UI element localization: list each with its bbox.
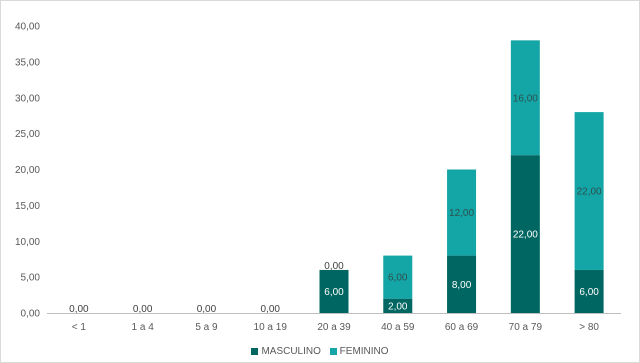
- data-label-masculino-7: 22,00: [513, 230, 538, 241]
- bar-feminino-7: [510, 40, 540, 156]
- bar-masculino-4: [319, 269, 349, 313]
- legend-label-masculino: MASCULINO: [261, 346, 321, 357]
- data-label-masculino-3: 0,00: [260, 304, 280, 315]
- y-tick-label-0: 0,00: [21, 309, 41, 320]
- legend-swatch-masculino: [251, 347, 259, 355]
- data-label-masculino-0: 0,00: [69, 304, 89, 315]
- y-tick-label-7: 35,00: [15, 57, 40, 68]
- x-tick-label-0: < 1: [72, 322, 87, 333]
- legend-item-feminino: FEMININO: [329, 346, 389, 357]
- x-tick-label-5: 40 a 59: [381, 322, 415, 333]
- x-tick-label-8: > 80: [579, 322, 599, 333]
- bar-feminino-6: [447, 169, 477, 256]
- bar-masculino-6: [447, 255, 477, 313]
- y-tick-label-1: 5,00: [21, 273, 41, 284]
- legend-label-feminino: FEMININO: [339, 346, 389, 357]
- x-tick-label-4: 20 a 39: [317, 322, 351, 333]
- stacked-bar-chart: 0,00 5,00 10,00 15,00 20,00 25,00 30,00 35,00 40…: [15, 22, 621, 333]
- y-tick-label-6: 30,00: [15, 93, 40, 104]
- data-label-masculino-5: 2,00: [388, 301, 408, 312]
- y-tick-label-3: 15,00: [15, 201, 40, 212]
- x-tick-label-7: 70 a 79: [509, 322, 543, 333]
- x-tick-label-3: 10 a 19: [254, 322, 288, 333]
- bar-feminino-8: [574, 112, 604, 270]
- y-tick-label-8: 40,00: [15, 22, 40, 33]
- bar-masculino-8: [574, 269, 604, 313]
- data-label-masculino-4: 6,00: [324, 287, 344, 298]
- bar-masculino-5: [383, 298, 413, 313]
- data-label-masculino-6: 8,00: [452, 280, 472, 291]
- y-tick-label-5: 25,00: [15, 129, 40, 140]
- data-label-feminino-7: 16,00: [513, 93, 538, 104]
- data-label-masculino-2: 0,00: [197, 304, 217, 315]
- data-label-feminino-4: 0,00: [324, 261, 344, 272]
- data-label-feminino-8: 22,00: [577, 187, 602, 198]
- y-tick-label-2: 10,00: [15, 237, 40, 248]
- data-label-masculino-8: 6,00: [579, 287, 599, 298]
- data-label-feminino-5: 6,00: [388, 273, 408, 284]
- legend-swatch-feminino: [329, 347, 337, 355]
- legend-item-masculino: MASCULINO: [251, 346, 321, 357]
- bar-feminino-5: [383, 255, 413, 299]
- bar-masculino-7: [510, 155, 540, 313]
- x-tick-label-2: 5 a 9: [195, 322, 218, 333]
- x-tick-label-1: 1 a 4: [132, 322, 155, 333]
- x-tick-label-6: 60 a 69: [445, 322, 479, 333]
- data-label-feminino-6: 12,00: [449, 208, 474, 219]
- legend: MASCULINO FEMININO: [0, 346, 640, 357]
- y-tick-label-4: 20,00: [15, 165, 40, 176]
- data-label-masculino-1: 0,00: [133, 304, 153, 315]
